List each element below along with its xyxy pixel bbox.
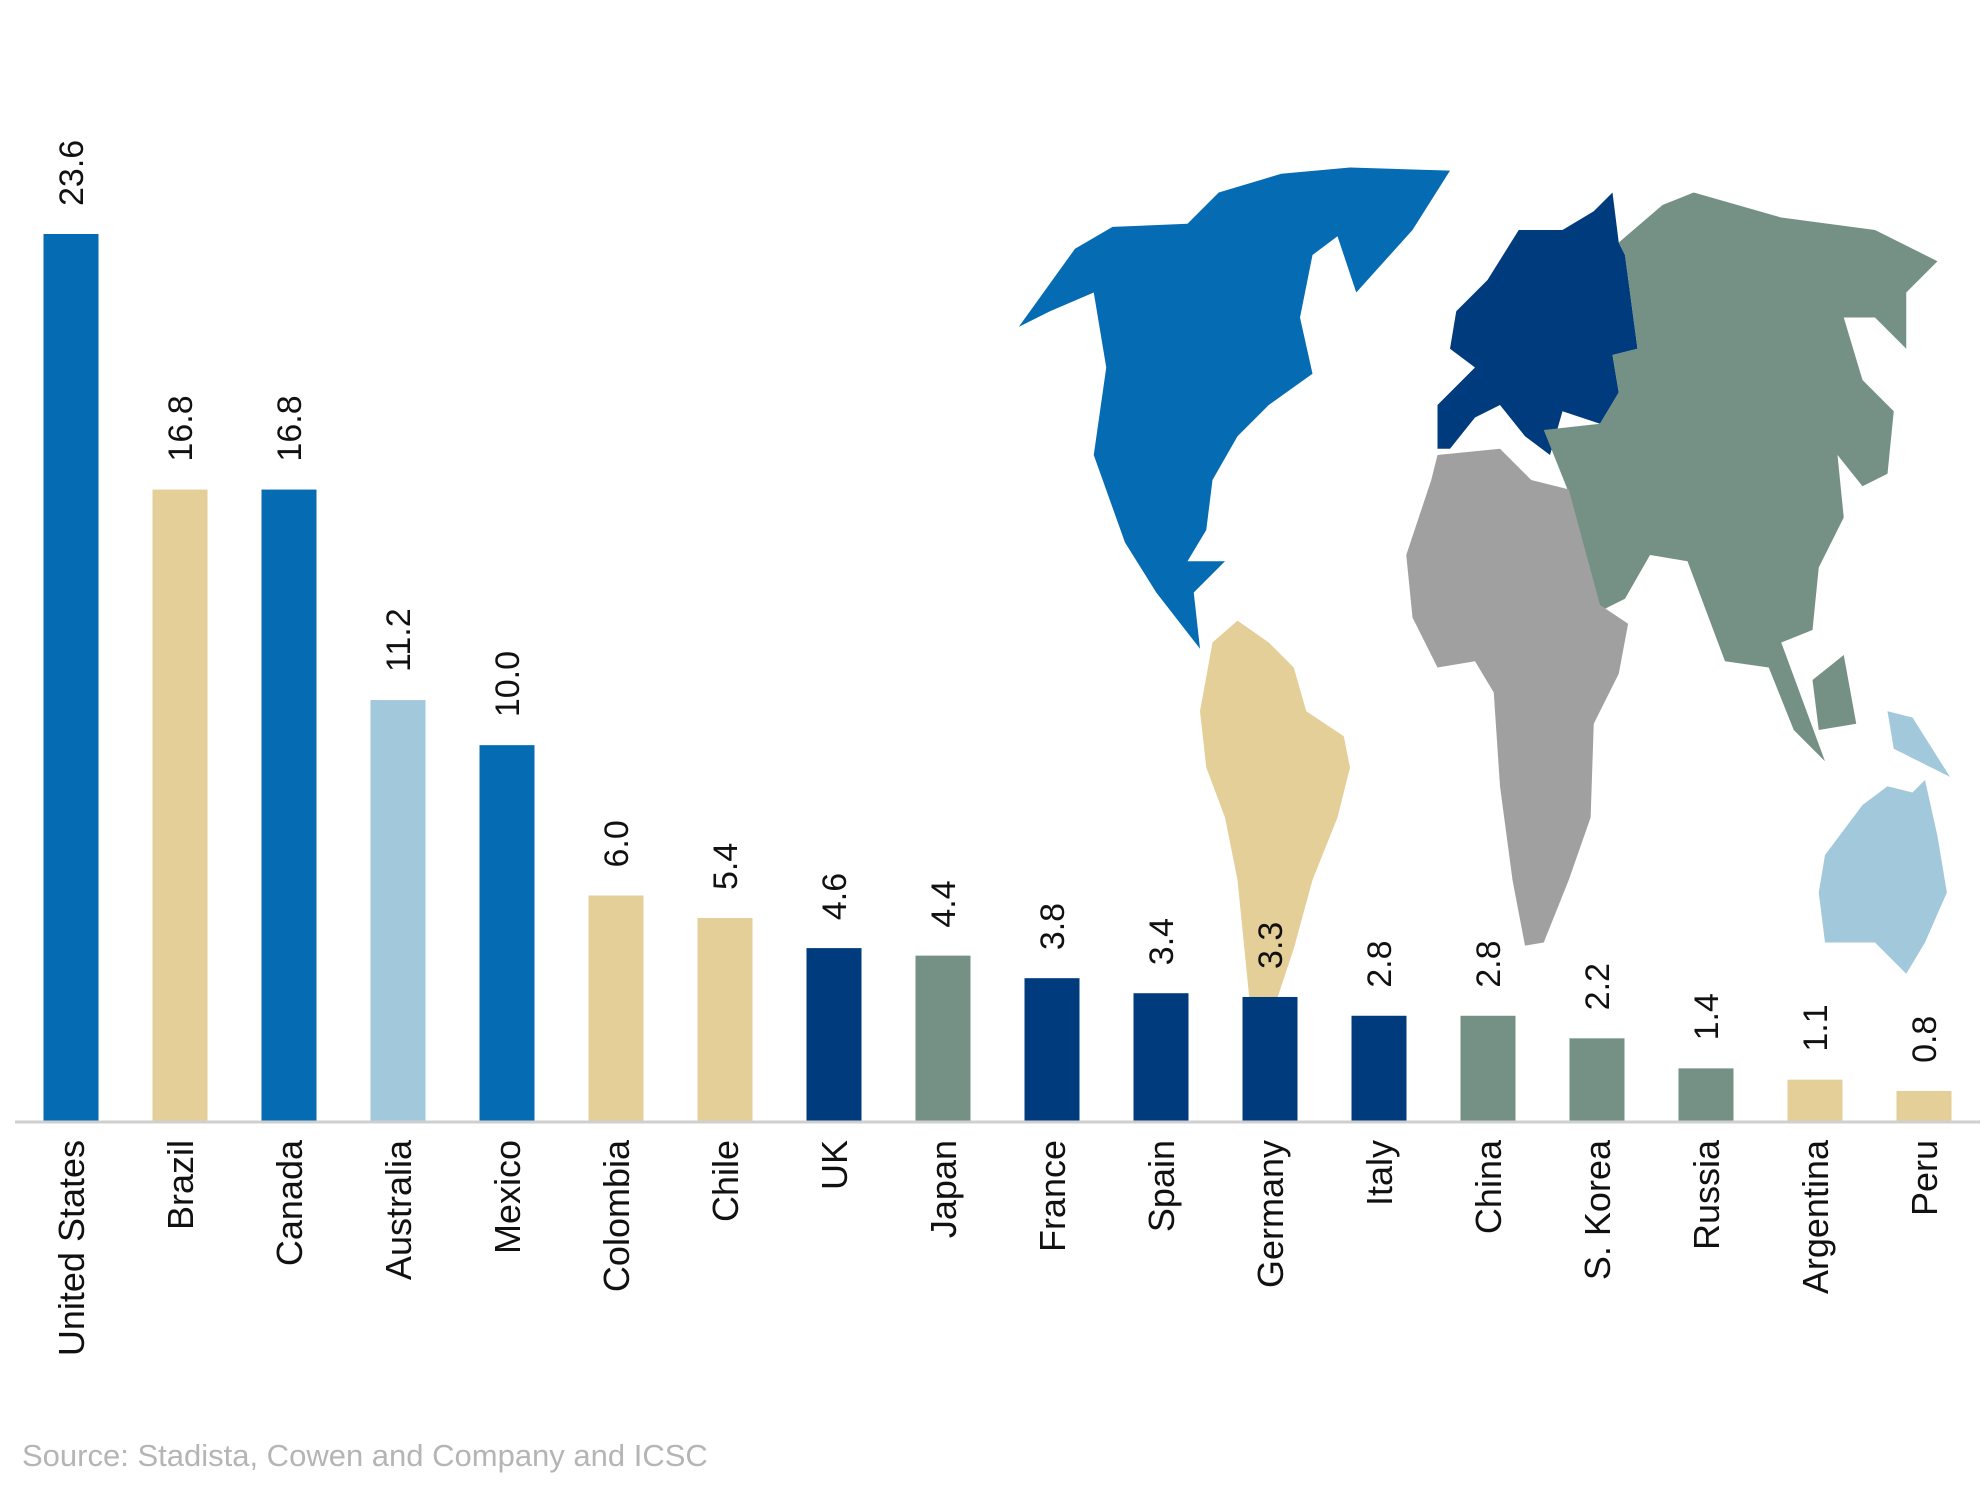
value-label: 2.8: [1470, 940, 1508, 987]
category-label: Russia: [1686, 1139, 1727, 1250]
category-label: UK: [814, 1140, 855, 1190]
value-label: 4.4: [925, 880, 963, 927]
category-label: Japan: [923, 1140, 964, 1238]
category-label: Mexico: [487, 1140, 528, 1254]
category-label: Argentina: [1795, 1139, 1836, 1294]
category-label: Germany: [1250, 1140, 1291, 1288]
bar-peru: [1896, 1090, 1952, 1121]
bar-china: [1460, 1015, 1516, 1121]
bar-mexico: [479, 745, 535, 1121]
map-new-guinea: [1887, 711, 1950, 777]
category-label: Peru: [1904, 1140, 1945, 1216]
bar-argentina: [1787, 1079, 1843, 1121]
bar-colombia: [588, 895, 644, 1121]
category-label: China: [1468, 1139, 1509, 1234]
bar-france: [1024, 978, 1080, 1121]
value-label: 5.4: [707, 843, 745, 890]
bar-s-korea: [1569, 1038, 1625, 1121]
bar-italy: [1351, 1015, 1407, 1121]
value-label: 11.2: [380, 608, 418, 672]
bar-uk: [806, 948, 862, 1121]
value-label: 6.0: [598, 820, 636, 867]
category-label: Australia: [378, 1139, 419, 1280]
bar-russia: [1678, 1068, 1734, 1121]
map-africa: [1406, 448, 1629, 946]
category-label: Canada: [269, 1139, 310, 1266]
source-note: Source: Stadista, Cowen and Company and …: [22, 1438, 708, 1473]
value-label: 2.2: [1579, 963, 1617, 1010]
category-label: United States: [51, 1140, 92, 1356]
value-label: 10.0: [489, 651, 527, 717]
value-label: 2.8: [1361, 940, 1399, 987]
value-label: 16.8: [162, 395, 200, 461]
category-label: S. Korea: [1577, 1139, 1618, 1280]
category-label: Brazil: [160, 1140, 201, 1230]
bar-chile: [697, 918, 753, 1121]
map-australia: [1818, 780, 1947, 974]
value-label: 3.8: [1034, 903, 1072, 950]
category-label: Spain: [1141, 1140, 1182, 1232]
bar-canada: [261, 489, 317, 1121]
bar-germany: [1242, 996, 1298, 1121]
value-label: 3.4: [1143, 918, 1181, 965]
bar-spain: [1133, 993, 1189, 1121]
category-label: Italy: [1359, 1140, 1400, 1206]
value-label: 4.6: [816, 873, 854, 920]
map-indonesia: [1812, 655, 1857, 730]
value-label: 1.4: [1688, 993, 1726, 1040]
world-map-legend: [1018, 167, 1950, 1080]
value-label: 0.8: [1906, 1016, 1944, 1063]
value-label: 1.1: [1797, 1004, 1835, 1051]
value-label: 16.8: [271, 395, 309, 461]
map-south-america: [1200, 620, 1350, 1080]
value-label: 23.6: [53, 140, 91, 206]
bar-australia: [370, 700, 426, 1121]
bar-japan: [915, 955, 971, 1121]
map-europe: [1437, 192, 1638, 455]
value-label: 3.3: [1252, 922, 1290, 969]
map-north-america: [1018, 167, 1450, 649]
bar-brazil: [152, 489, 208, 1121]
category-label: Chile: [705, 1140, 746, 1222]
bar-united-states: [43, 234, 99, 1121]
category-label: Colombia: [596, 1139, 637, 1292]
category-label: France: [1032, 1140, 1073, 1252]
map-asia: [1543, 192, 1938, 762]
